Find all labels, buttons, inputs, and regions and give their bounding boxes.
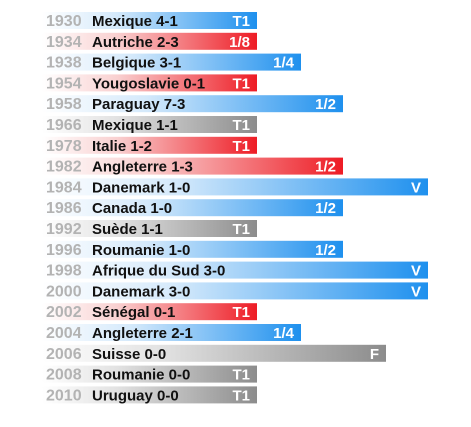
year-label: 2006 [46,346,82,363]
year-label: 2002 [46,304,82,321]
chart-row: 2008 Roumanie 0-0 T1 [42,365,257,384]
result-label: V [411,283,421,300]
result-label: 1/8 [229,34,250,51]
bar-1934 [42,32,257,50]
year-label: 2000 [46,283,82,300]
match-label: Sénégal 0-1 [92,304,175,321]
result-label: T1 [232,387,250,404]
bar-1966 [42,116,257,133]
result-label: V [411,263,421,280]
result-label: 1/2 [315,242,336,259]
result-label: T1 [232,117,250,134]
result-label: F [370,346,379,363]
result-label: 1/2 [315,96,336,113]
match-label: Italie 1-2 [92,138,152,155]
chart-row: 2002 Sénégal 0-1 T1 [42,303,257,321]
bar-2010 [42,386,257,404]
bar-2002 [42,303,257,321]
chart-row: 1992 Suède 1-1 T1 [42,220,257,238]
match-label: Mexique 4-1 [92,13,178,30]
chart-row: 1934 Autriche 2-3 1/8 [42,32,257,51]
result-label: V [411,179,421,196]
match-label: Belgique 3-1 [92,55,181,72]
chart-row: 1930 Mexique 4-1 T1 [42,12,257,30]
year-label: 1938 [46,55,82,72]
chart-row: 2004 Angleterre 2-1 1/4 [42,324,301,342]
chart-row: 1984 Danemark 1-0 V [42,178,428,196]
year-label: 1954 [46,75,82,92]
bar-2008 [42,365,257,383]
match-label: Roumanie 1-0 [92,242,190,259]
result-label: T1 [232,13,250,30]
year-label: 2008 [46,367,82,384]
chart-row: 1954 Yougoslavie 0-1 T1 [42,74,257,92]
chart-row: 1998 Afrique du Sud 3-0 V [42,261,428,280]
result-label: 1/2 [315,200,336,217]
year-label: 1986 [46,200,82,217]
bar-1986 [42,199,343,217]
bar-1958 [42,95,343,113]
match-label: Angleterre 2-1 [92,325,193,342]
result-label: T1 [232,304,250,321]
bar-1938 [42,53,301,71]
bar-2000 [42,282,428,300]
chart-row: 1996 Roumanie 1-0 1/2 [42,240,343,259]
match-label: Danemark 1-0 [92,179,190,196]
match-label: Yougoslavie 0-1 [92,75,205,92]
bar-1996 [42,240,343,258]
bar-1930 [42,12,257,29]
chart-row: 1986 Canada 1-0 1/2 [42,199,343,217]
chart-row: 1938 Belgique 3-1 1/4 [42,53,301,72]
bar-2006 [42,344,386,362]
year-label: 1982 [46,159,82,176]
match-label: Paraguay 7-3 [92,96,185,113]
chart-row: 2000 Danemark 3-0 V [42,282,428,300]
match-label: Canada 1-0 [92,200,172,217]
year-label: 2010 [46,387,82,404]
year-label: 1934 [46,34,82,51]
match-label: Angleterre 1-3 [92,159,193,176]
bar-1954 [42,74,257,92]
match-label: Mexique 1-1 [92,117,178,134]
year-label: 1984 [46,179,82,196]
result-label: T1 [232,221,250,238]
match-label: Afrique du Sud 3-0 [92,263,225,280]
chart-row: 1982 Angleterre 1-3 1/2 [42,157,343,176]
year-label: 1998 [46,263,82,280]
match-label: Autriche 2-3 [92,34,179,51]
year-label: 2004 [46,325,82,342]
match-label: Uruguay 0-0 [92,387,179,404]
chart-row: 2010 Uruguay 0-0 T1 [42,386,257,404]
result-label: T1 [232,75,250,92]
year-label: 1966 [46,117,82,134]
year-label: 1992 [46,221,82,238]
match-label: Danemark 3-0 [92,283,190,300]
year-label: 1996 [46,242,82,259]
bar-1998 [42,261,428,279]
year-label: 1958 [46,96,82,113]
bar-1982 [42,157,343,175]
match-label: Suisse 0-0 [92,346,166,363]
chart-row: 1978 Italie 1-2 T1 [42,136,257,155]
bar-1992 [42,220,257,237]
match-label: Roumanie 0-0 [92,367,190,384]
chart-row: 2006 Suisse 0-0 F [42,344,386,363]
result-label: 1/4 [273,325,295,342]
result-label: T1 [232,367,250,384]
bar-1978 [42,136,257,154]
chart-row: 1966 Mexique 1-1 T1 [42,116,257,134]
bar-2004 [42,324,301,341]
year-label: 1978 [46,138,82,155]
match-label: Suède 1-1 [92,221,163,238]
year-label: 1930 [46,13,82,30]
result-label: 1/2 [315,159,336,176]
bar-1984 [42,178,428,196]
result-label: 1/4 [273,55,295,72]
result-label: T1 [232,138,250,155]
chart-row: 1958 Paraguay 7-3 1/2 [42,95,343,113]
